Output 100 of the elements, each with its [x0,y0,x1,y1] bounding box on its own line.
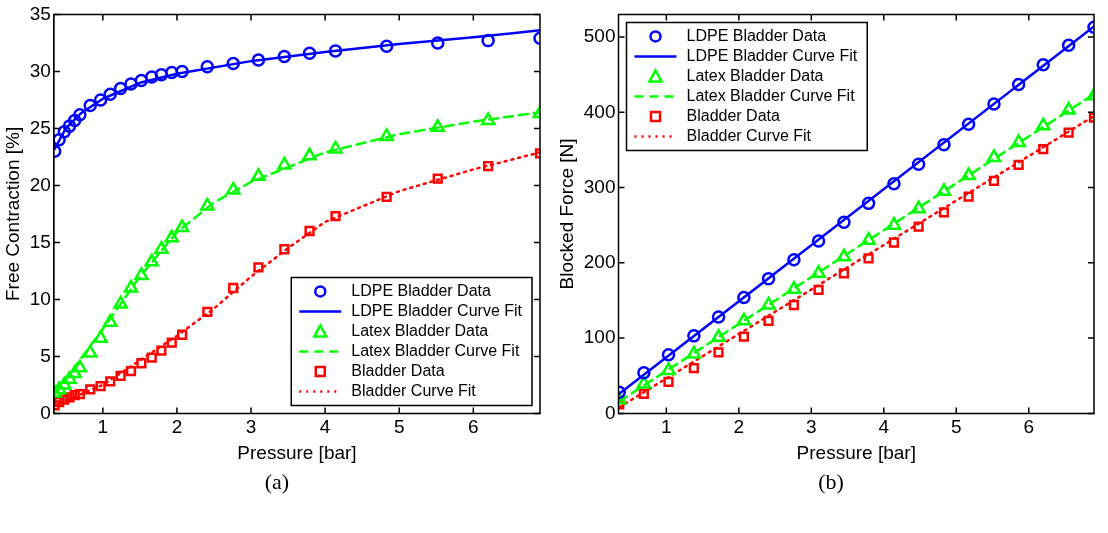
point [136,358,147,369]
point [62,119,77,133]
point [430,119,446,133]
point [861,232,876,245]
legend-label: Latex Bladder Curve Fit [686,86,856,104]
point [1035,117,1051,131]
point [688,363,700,374]
point [174,219,190,233]
legend-label: Bladder Curve Fit [351,381,477,399]
point [482,160,494,172]
point [737,290,751,305]
point [166,337,177,348]
point [253,262,264,273]
x-tick-label: 5 [950,416,962,438]
text: (a) [263,469,291,495]
point [200,197,215,211]
point [125,366,137,377]
point [686,345,702,359]
x-tick-label: 5 [393,416,405,438]
point [154,68,169,82]
point [636,375,652,389]
x-tick-label: 6 [468,416,479,438]
legend-label: LDPE Bladder Curve Fit [351,301,523,319]
point [328,140,343,154]
point [277,49,292,64]
point [711,329,726,343]
point [105,376,116,387]
point [302,46,317,60]
point [156,345,167,356]
point [480,112,496,126]
point [661,362,676,376]
point [761,296,776,310]
point [53,396,65,408]
x-axis-title: Pressure [bar] [237,441,357,463]
point [761,271,776,286]
point [861,196,876,211]
point [83,98,97,113]
y-tick-label: 5 [40,344,51,366]
legend-label: LDPE Bladder Data [686,26,827,44]
y-tick-label: 30 [29,59,51,81]
point [73,107,87,122]
point [837,215,851,229]
point [175,64,189,79]
point [146,352,157,363]
point [638,388,650,399]
point [302,147,317,161]
text: (b) [817,469,845,495]
point [279,244,290,255]
point [165,65,179,80]
y-tick-label: 10 [29,287,51,309]
point [74,388,86,400]
point [811,265,826,279]
point [1036,58,1051,72]
point [200,60,215,74]
point [379,128,394,142]
point [328,44,343,58]
point [251,53,266,67]
point [936,183,952,197]
legend-label: Latex Bladder Data [351,321,489,339]
legend-label: Bladder Curve Fit [686,126,812,144]
point [763,315,774,326]
point [379,39,394,54]
point [987,97,1001,111]
x-tick-label: 1 [661,416,672,438]
legend-label: LDPE Bladder Data [351,281,491,299]
point [226,56,240,71]
point [304,225,315,237]
x-tick-label: 6 [1023,416,1035,438]
point [53,381,67,395]
point [481,33,495,48]
point [713,347,724,358]
point [115,370,126,381]
point [886,216,902,230]
point [986,149,1002,163]
point [202,306,213,318]
y-tick-label: 300 [583,175,616,197]
point [102,313,118,327]
y-tick-label: 25 [29,116,51,138]
point [1061,101,1076,115]
point [1013,159,1024,171]
y-axis-title: Free Contraction [%] [1,126,23,302]
x-tick-label: 3 [245,416,257,438]
point [85,384,96,395]
point [93,329,108,343]
point [67,365,82,379]
legend-label: Bladder Data [686,106,780,124]
x-tick-label: 2 [733,416,745,438]
point [103,87,117,101]
point [937,137,951,152]
point [888,237,900,248]
point [1011,134,1026,148]
y-tick-label: 200 [583,251,616,273]
point [637,366,651,380]
point [811,234,826,248]
point [432,173,443,184]
point [134,267,149,281]
point [961,117,976,132]
point [113,81,128,96]
point [911,200,926,214]
x-tick-label: 4 [878,416,890,438]
